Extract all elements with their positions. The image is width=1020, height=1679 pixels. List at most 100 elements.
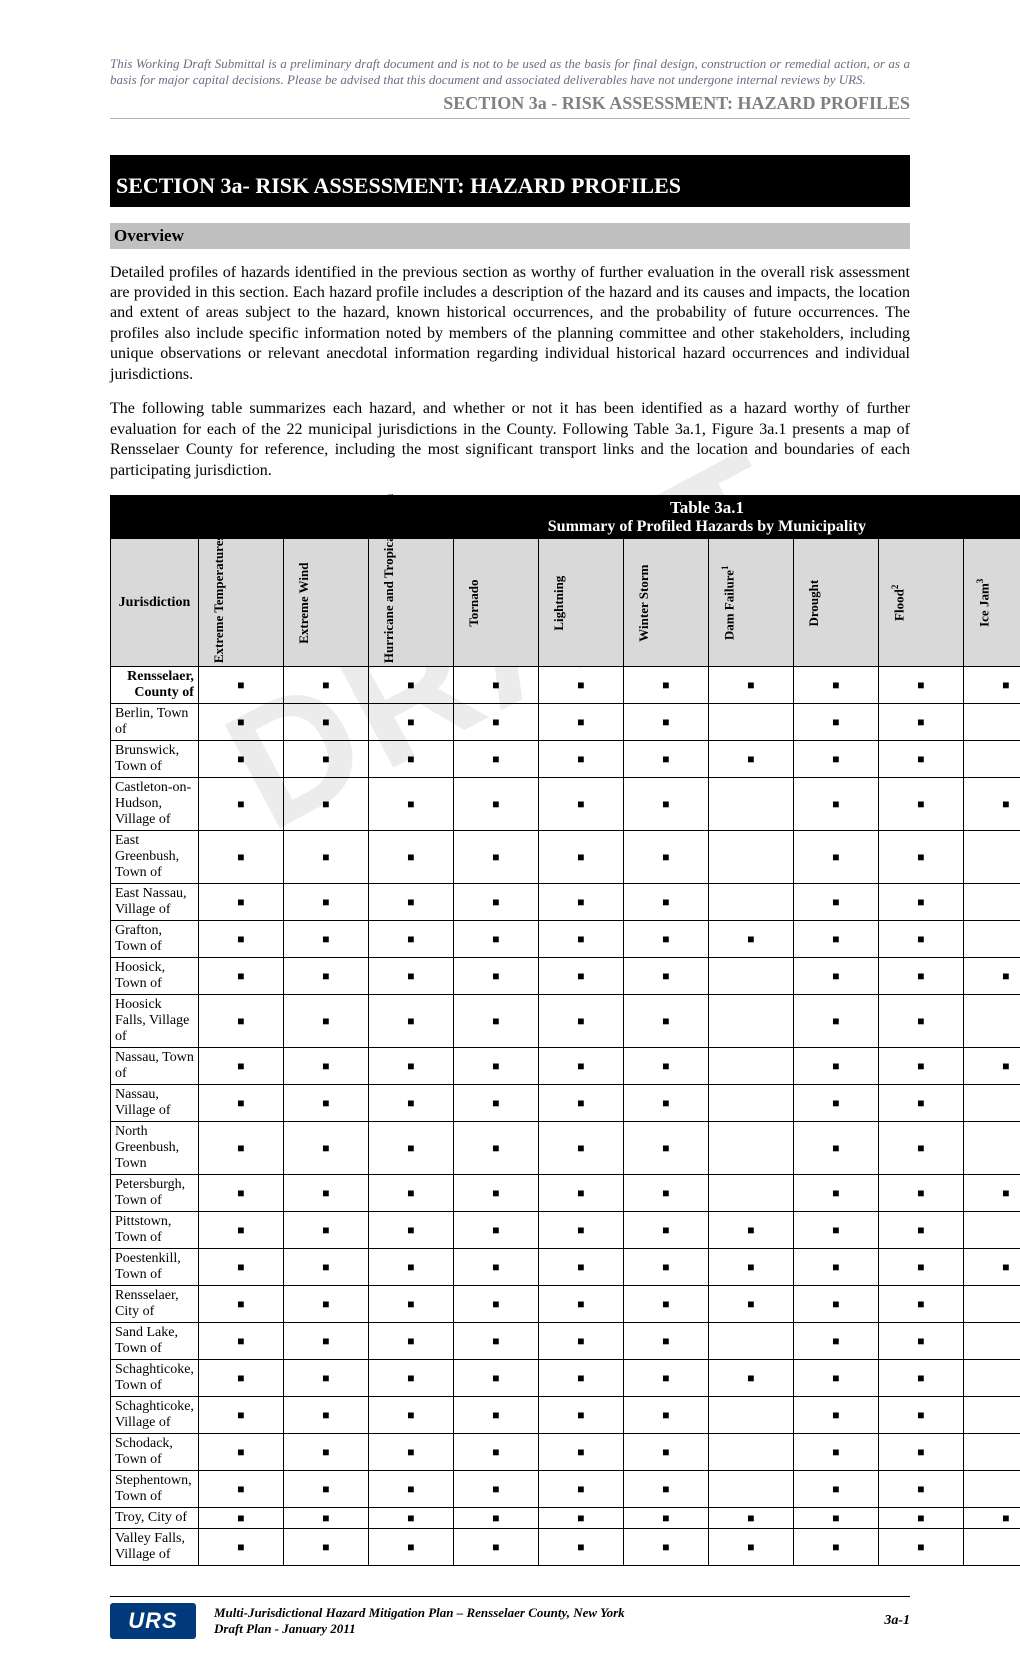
hazard-mark: ■ xyxy=(283,1122,368,1175)
hazard-mark: ■ xyxy=(283,1397,368,1434)
footer-line1: Multi-Jurisdictional Hazard Mitigation P… xyxy=(214,1605,625,1620)
hazard-mark: ■ xyxy=(368,1048,453,1085)
jurisdiction-cell: Stephentown, Town of xyxy=(111,1471,199,1508)
hazard-mark xyxy=(963,884,1020,921)
hazard-mark xyxy=(708,958,793,995)
hazard-mark: ■ xyxy=(623,1175,708,1212)
jurisdiction-cell: Castleton-on-Hudson, Village of xyxy=(111,778,199,831)
hazard-mark: ■ xyxy=(793,741,878,778)
hazard-mark: ■ xyxy=(708,667,793,704)
jurisdiction-cell: Nassau, Village of xyxy=(111,1085,199,1122)
hazard-mark: ■ xyxy=(538,1508,623,1529)
hazard-mark: ■ xyxy=(453,741,538,778)
hazard-mark: ■ xyxy=(538,831,623,884)
hazard-mark: ■ xyxy=(453,1048,538,1085)
hazard-mark: ■ xyxy=(623,741,708,778)
hazard-mark: ■ xyxy=(368,1360,453,1397)
table-title-line2: Summary of Profiled Hazards by Municipal… xyxy=(115,518,1020,536)
hazard-mark xyxy=(708,1434,793,1471)
hazard-mark: ■ xyxy=(623,1085,708,1122)
hazard-mark: ■ xyxy=(623,958,708,995)
hazard-mark xyxy=(708,995,793,1048)
hazard-mark: ■ xyxy=(793,831,878,884)
hazard-mark: ■ xyxy=(623,1508,708,1529)
hazard-mark: ■ xyxy=(368,884,453,921)
hazard-mark: ■ xyxy=(368,1286,453,1323)
hazard-mark: ■ xyxy=(538,1085,623,1122)
table-row: Nassau, Town of■■■■■■■■■■■ xyxy=(111,1048,1020,1085)
hazard-mark: ■ xyxy=(453,1471,538,1508)
table-row: Hoosick, Town of■■■■■■■■■■■■ xyxy=(111,958,1020,995)
hazard-mark: ■ xyxy=(453,1249,538,1286)
hazard-mark: ■ xyxy=(368,1249,453,1286)
hazard-mark: ■ xyxy=(538,1360,623,1397)
hazard-mark: ■ xyxy=(453,1286,538,1323)
hazard-mark: ■ xyxy=(623,1286,708,1323)
hazard-mark: ■ xyxy=(878,704,963,741)
jurisdiction-header: Jurisdiction xyxy=(111,539,199,667)
hazard-mark: ■ xyxy=(878,1048,963,1085)
hazard-mark xyxy=(708,704,793,741)
jurisdiction-cell: Schodack, Town of xyxy=(111,1434,199,1471)
hazard-mark xyxy=(963,1471,1020,1508)
hazard-mark: ■ xyxy=(963,958,1020,995)
hazard-mark: ■ xyxy=(793,1508,878,1529)
hazard-mark: ■ xyxy=(198,1360,283,1397)
hazard-mark xyxy=(963,1286,1020,1323)
hazard-mark: ■ xyxy=(453,1175,538,1212)
overview-paragraph-1: Detailed profiles of hazards identified … xyxy=(110,263,910,386)
hazard-mark xyxy=(963,1122,1020,1175)
table-row: Poestenkill, Town of■■■■■■■■■■■■■ xyxy=(111,1249,1020,1286)
table-title: Table 3a.1 Summary of Profiled Hazards b… xyxy=(111,496,1020,539)
hazard-mark xyxy=(708,1048,793,1085)
hazard-mark: ■ xyxy=(368,1508,453,1529)
hazard-mark: ■ xyxy=(453,1397,538,1434)
hazard-mark: ■ xyxy=(623,921,708,958)
hazard-mark: ■ xyxy=(793,921,878,958)
hazard-mark xyxy=(708,1175,793,1212)
hazard-mark: ■ xyxy=(198,741,283,778)
hazard-mark: ■ xyxy=(283,778,368,831)
hazard-mark: ■ xyxy=(878,1286,963,1323)
hazard-mark: ■ xyxy=(963,1048,1020,1085)
hazard-mark: ■ xyxy=(793,995,878,1048)
hazard-col-8: Flood2 xyxy=(878,539,963,667)
hazard-mark: ■ xyxy=(283,1249,368,1286)
hazard-mark: ■ xyxy=(198,921,283,958)
hazard-mark: ■ xyxy=(878,1212,963,1249)
section-header: SECTION 3a - RISK ASSESSMENT: HAZARD PRO… xyxy=(110,93,910,119)
hazard-mark: ■ xyxy=(283,1529,368,1566)
hazard-mark: ■ xyxy=(878,1508,963,1529)
hazard-mark: ■ xyxy=(878,1360,963,1397)
hazard-mark: ■ xyxy=(283,667,368,704)
jurisdiction-cell: Grafton, Town of xyxy=(111,921,199,958)
hazard-mark: ■ xyxy=(793,667,878,704)
hazard-mark: ■ xyxy=(198,1397,283,1434)
hazard-mark: ■ xyxy=(283,1085,368,1122)
hazard-mark: ■ xyxy=(623,778,708,831)
hazard-mark: ■ xyxy=(453,667,538,704)
hazard-mark: ■ xyxy=(453,1529,538,1566)
hazard-mark: ■ xyxy=(368,1471,453,1508)
hazard-mark: ■ xyxy=(963,1175,1020,1212)
hazard-mark: ■ xyxy=(963,778,1020,831)
hazard-mark: ■ xyxy=(538,1434,623,1471)
jurisdiction-cell: Sand Lake, Town of xyxy=(111,1323,199,1360)
hazard-mark: ■ xyxy=(538,741,623,778)
hazard-mark: ■ xyxy=(368,831,453,884)
hazard-mark xyxy=(963,921,1020,958)
hazard-mark: ■ xyxy=(538,921,623,958)
hazard-mark: ■ xyxy=(708,741,793,778)
hazard-mark: ■ xyxy=(198,1122,283,1175)
hazard-mark: ■ xyxy=(453,884,538,921)
hazard-mark: ■ xyxy=(538,1048,623,1085)
hazard-mark: ■ xyxy=(793,1471,878,1508)
hazard-mark: ■ xyxy=(368,667,453,704)
hazard-mark: ■ xyxy=(878,1175,963,1212)
hazard-mark: ■ xyxy=(283,958,368,995)
jurisdiction-cell: Schaghticoke, Town of xyxy=(111,1360,199,1397)
hazard-mark: ■ xyxy=(283,1323,368,1360)
table-row: Rensselaer, City of■■■■■■■■■■■■ xyxy=(111,1286,1020,1323)
hazard-mark: ■ xyxy=(623,1122,708,1175)
hazard-mark xyxy=(963,1085,1020,1122)
